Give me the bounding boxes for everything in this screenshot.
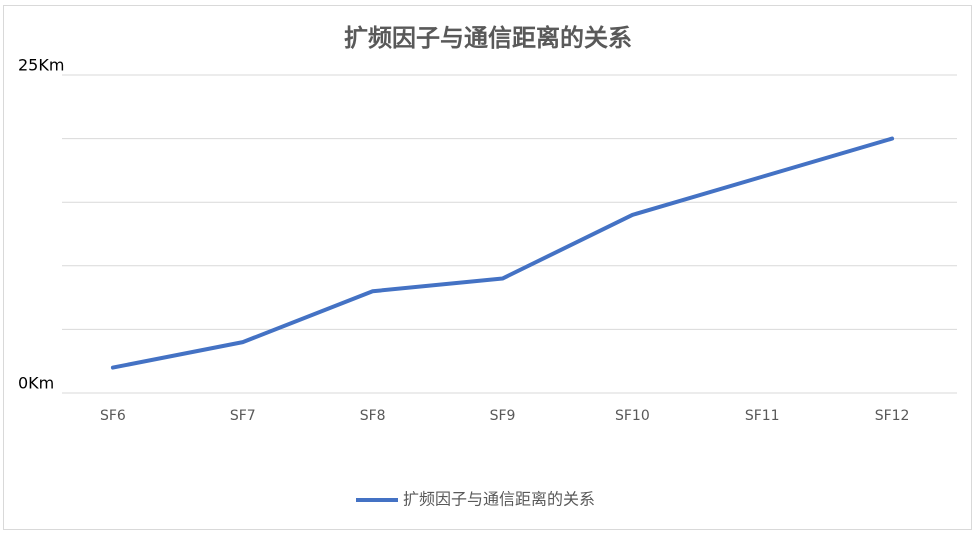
chart-title: 扩频因子与通信距离的关系 <box>344 24 632 52</box>
x-tick-label: SF11 <box>745 408 780 424</box>
x-tick-label: SF7 <box>230 408 256 424</box>
x-tick-label: SF6 <box>100 408 126 424</box>
line-series <box>110 136 895 370</box>
legend-label: 扩频因子与通信距离的关系 <box>403 490 595 509</box>
chart-frame <box>3 5 972 530</box>
x-tick-label: SF12 <box>875 408 910 424</box>
x-tick-label: SF8 <box>360 408 386 424</box>
y-tick-label: 25Km <box>18 56 64 75</box>
x-tick-label: SF9 <box>490 408 516 424</box>
x-tick-label: SF10 <box>615 408 650 424</box>
y-tick-label: 0Km <box>18 374 54 393</box>
